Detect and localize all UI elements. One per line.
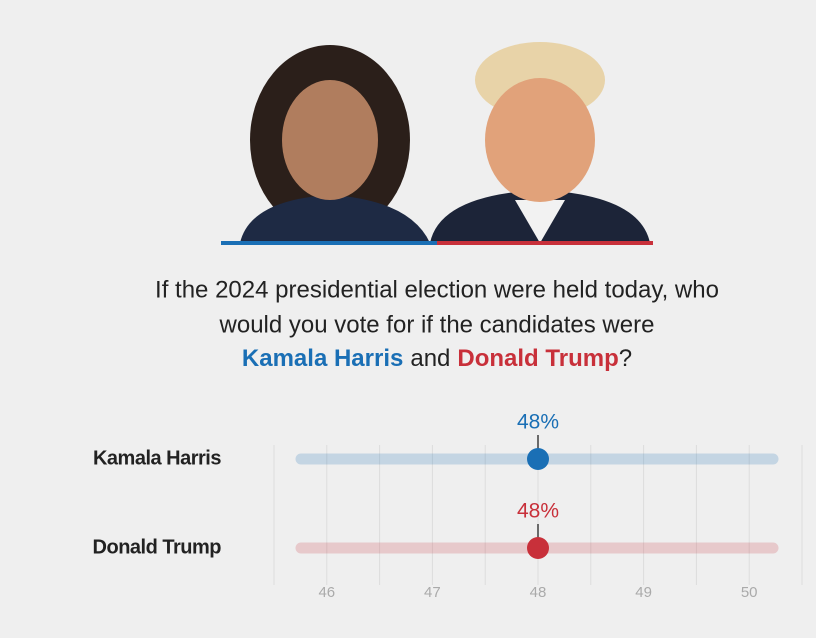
dot xyxy=(527,537,549,559)
question-text: and xyxy=(410,345,450,372)
question-line: would you vote for if the candidates wer… xyxy=(219,311,655,338)
x-tick-label: 49 xyxy=(635,584,652,601)
question-line: Kamala Harris and Donald Trump? xyxy=(242,345,632,372)
dot xyxy=(527,448,549,470)
x-tick-label: 50 xyxy=(741,584,758,601)
portraits xyxy=(221,40,653,245)
question-text: ? xyxy=(619,345,632,372)
candidate-name: Donald Trump xyxy=(457,345,618,372)
category-label: Donald Trump xyxy=(93,536,222,558)
value-label: 48% xyxy=(517,411,559,434)
question-line: If the 2024 presidential election were h… xyxy=(155,276,719,303)
value-label: 48% xyxy=(517,500,559,523)
candidate-name: Kamala Harris xyxy=(242,345,403,372)
category-label: Kamala Harris xyxy=(93,447,221,469)
x-tick-label: 46 xyxy=(318,584,335,601)
x-tick-label: 47 xyxy=(424,584,441,601)
x-tick-label: 48 xyxy=(530,584,547,601)
